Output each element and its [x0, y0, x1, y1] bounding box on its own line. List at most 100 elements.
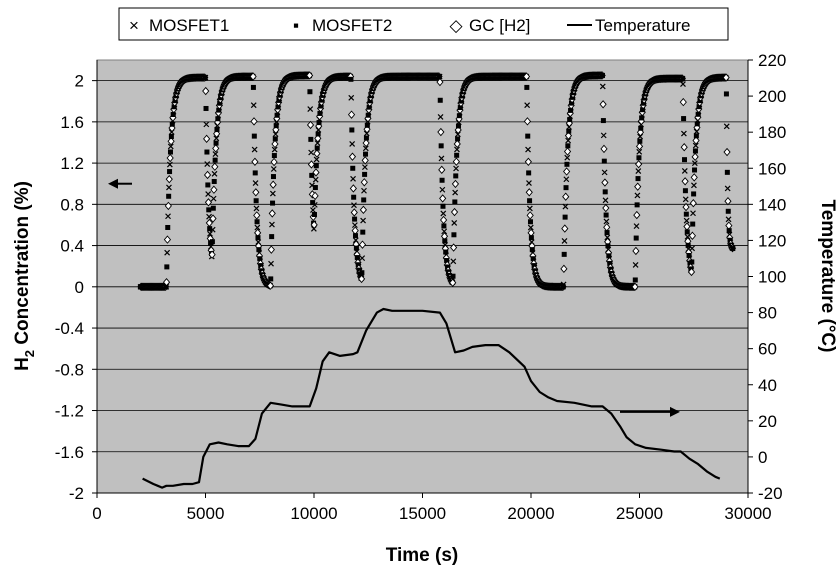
mosfet2-point: [255, 235, 261, 241]
mosfet2-point: [524, 84, 530, 90]
mosfet1-point: [205, 191, 212, 197]
mosfet1-point: [349, 141, 356, 147]
legend-box: [118, 7, 729, 41]
gc-point: [602, 203, 610, 213]
y-left-tick-label: -0.8: [55, 360, 84, 379]
mosfet2-point: [363, 151, 369, 157]
mosfet2-point: [256, 247, 262, 253]
gc-point: [437, 127, 445, 137]
mosfet2-point: [562, 214, 568, 220]
mosfet1-point: [314, 140, 321, 147]
mosfet1-point: [526, 205, 533, 212]
mosfet2-point: [317, 110, 323, 116]
mosfet1-point: [525, 146, 531, 153]
gc-point: [203, 134, 211, 144]
mosfet1-point: [725, 216, 732, 223]
gc-point: [270, 157, 278, 167]
mosfet2-point: [308, 136, 314, 142]
gc-point: [453, 139, 461, 149]
mosfet1-point: [252, 180, 259, 186]
mosfet2-point: [692, 148, 698, 154]
gc-point: [360, 178, 368, 187]
gc-point: [560, 264, 568, 274]
mosfet2-point: [690, 221, 696, 227]
gc-point: [633, 210, 641, 220]
gc-point: [691, 152, 699, 162]
mosfet2-point: [360, 229, 366, 235]
gc-point: [306, 71, 314, 80]
gc-point: [310, 220, 318, 230]
temperature-series: [142, 307, 721, 489]
y-right-tick-label: 120: [758, 231, 786, 250]
gc-point: [564, 131, 573, 140]
mosfet1-point: [599, 83, 606, 90]
gc-point: [689, 199, 697, 208]
gc-point: [361, 156, 369, 165]
mosfet2-point: [309, 172, 315, 178]
mosfet2-point: [606, 253, 612, 259]
y-right-tick-label: 0: [758, 448, 767, 467]
mosfet2-point: [362, 171, 368, 177]
legend-label-mosfet2: MOSFET2: [312, 16, 392, 35]
legend-symbol-mosfet1: ×: [129, 16, 139, 35]
mosfet2-point: [307, 89, 313, 95]
mosfet2-point: [565, 143, 571, 149]
mosfet2-point: [639, 115, 645, 121]
gc-point: [450, 243, 458, 252]
mosfet2-point: [203, 105, 209, 111]
plot-area: [96, 59, 749, 494]
legend-symbol-mosfet2: ▪: [293, 16, 299, 35]
mosfet1-point: [163, 283, 170, 290]
mosfet2-point: [349, 127, 355, 133]
gc-point: [166, 153, 174, 163]
gc-point: [252, 188, 260, 197]
gc-point: [307, 160, 316, 169]
y-left-tick-labels: -2 -1.6 -1.2 -0.8 -0.4 0 0.4 0.8 1.2 1.6 2: [55, 72, 97, 503]
mosfet2-point: [637, 138, 643, 144]
gc-point: [162, 278, 171, 287]
mosfet2-point: [359, 270, 365, 276]
gc-point: [692, 136, 700, 145]
mosfet2-point: [209, 239, 215, 245]
mosfet1-point: [164, 249, 171, 256]
gc-point: [681, 177, 689, 186]
x-tick-label: 15000: [399, 504, 446, 523]
mosfet2-point: [312, 185, 318, 191]
mosfet2-point: [451, 232, 457, 238]
mosfet2-point: [258, 263, 264, 269]
mosfet2-point: [684, 229, 690, 235]
mosfet1-point: [602, 197, 609, 204]
mosfet2-point: [269, 234, 275, 240]
mosfet2-point: [527, 198, 533, 204]
mosfet1-point: [454, 131, 461, 138]
mosfet2-point: [352, 216, 358, 222]
mosfet2-point: [353, 245, 359, 251]
mosfet2-point: [441, 223, 447, 229]
mosfet2-point: [216, 107, 222, 113]
mosfet2-point: [167, 149, 173, 155]
gc-point: [363, 125, 371, 134]
gc-point: [250, 117, 258, 126]
mosfet2-point: [528, 235, 534, 241]
mosfet2-point: [695, 111, 701, 117]
mosfet1-point: [527, 224, 534, 231]
gc-point: [439, 194, 447, 203]
mosfet2-point: [694, 121, 700, 127]
mosfet2-point: [250, 84, 256, 90]
gc-point: [452, 157, 460, 166]
mosfet1-point: [351, 222, 358, 229]
mosfet2-point: [367, 98, 373, 104]
mosfet1-point: [526, 180, 532, 186]
mosfet2-point: [318, 103, 324, 109]
legend-symbol-gc: ◇: [449, 16, 463, 35]
mosfet1-point: [271, 146, 278, 153]
x-tick-labels: 0 5000 10000 15000 20000 25000 30000: [92, 493, 772, 523]
mosfet2-point: [563, 185, 569, 191]
mosfet1-point: [682, 196, 689, 203]
mosfet2-point: [440, 203, 446, 209]
mosfet2-point: [350, 165, 356, 171]
y-left-tick-label: -0.4: [55, 319, 84, 338]
mosfet1-point: [632, 261, 639, 268]
gc-point: [203, 170, 212, 180]
mosfet2-point: [442, 238, 448, 244]
